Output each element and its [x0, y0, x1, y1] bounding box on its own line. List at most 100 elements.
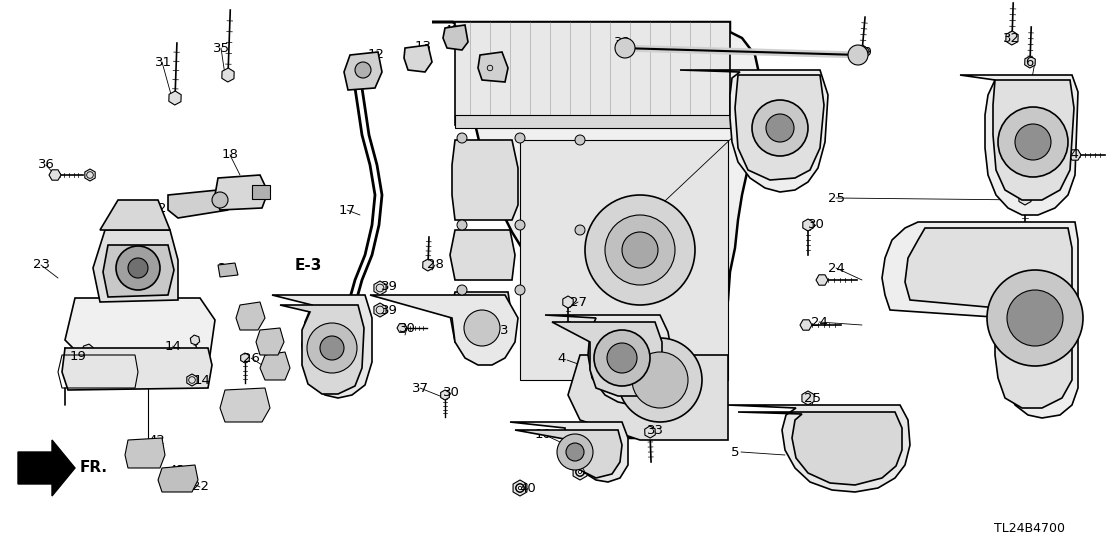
Circle shape — [515, 220, 525, 230]
Polygon shape — [800, 320, 812, 330]
Polygon shape — [240, 353, 249, 363]
Polygon shape — [513, 480, 527, 496]
Polygon shape — [803, 219, 813, 231]
Circle shape — [607, 343, 637, 373]
Polygon shape — [1025, 56, 1035, 68]
Circle shape — [566, 443, 584, 461]
Text: 14: 14 — [194, 373, 211, 387]
Polygon shape — [215, 175, 268, 210]
Polygon shape — [423, 259, 433, 271]
Polygon shape — [563, 296, 573, 308]
Text: 20: 20 — [218, 262, 235, 274]
Text: 2: 2 — [158, 201, 166, 215]
Circle shape — [1015, 124, 1051, 160]
Polygon shape — [552, 322, 661, 396]
Polygon shape — [450, 230, 515, 280]
Text: 30: 30 — [443, 387, 460, 399]
Polygon shape — [441, 390, 450, 400]
Text: 21: 21 — [264, 328, 281, 342]
Text: 25: 25 — [1020, 326, 1037, 338]
Polygon shape — [855, 45, 869, 59]
Polygon shape — [485, 63, 494, 73]
Circle shape — [615, 38, 635, 58]
Polygon shape — [645, 426, 655, 438]
Text: 40: 40 — [582, 466, 598, 478]
Polygon shape — [455, 22, 730, 125]
Polygon shape — [404, 45, 432, 72]
Circle shape — [355, 62, 371, 78]
Circle shape — [516, 484, 524, 492]
Circle shape — [632, 352, 688, 408]
Polygon shape — [18, 440, 75, 496]
Text: 32: 32 — [1003, 32, 1020, 44]
Text: 13: 13 — [416, 40, 432, 54]
Circle shape — [987, 270, 1083, 366]
Polygon shape — [373, 303, 386, 317]
Polygon shape — [568, 355, 728, 440]
Text: 3: 3 — [500, 324, 509, 336]
Text: 26: 26 — [243, 352, 260, 364]
Text: 7: 7 — [144, 274, 152, 286]
Polygon shape — [728, 405, 910, 492]
Text: 4: 4 — [557, 352, 565, 364]
Circle shape — [515, 133, 525, 143]
Polygon shape — [882, 222, 1078, 418]
Polygon shape — [271, 295, 372, 398]
Polygon shape — [168, 91, 182, 105]
Text: 38: 38 — [614, 35, 630, 49]
Circle shape — [575, 135, 585, 145]
Polygon shape — [478, 52, 507, 82]
Circle shape — [998, 107, 1068, 177]
Polygon shape — [125, 438, 165, 468]
Circle shape — [752, 100, 808, 156]
Polygon shape — [1019, 191, 1032, 205]
Text: 8: 8 — [254, 394, 263, 406]
Polygon shape — [573, 464, 587, 480]
Polygon shape — [905, 228, 1073, 408]
Circle shape — [576, 468, 584, 476]
Text: 28: 28 — [427, 258, 444, 272]
Circle shape — [212, 192, 228, 208]
Text: 19: 19 — [70, 349, 86, 363]
Circle shape — [456, 220, 466, 230]
Polygon shape — [158, 465, 198, 492]
Circle shape — [307, 323, 357, 373]
Text: 30: 30 — [808, 218, 824, 232]
Polygon shape — [260, 352, 290, 380]
Text: 11: 11 — [1040, 304, 1057, 316]
Polygon shape — [93, 230, 178, 302]
Circle shape — [515, 285, 525, 295]
Text: 25: 25 — [804, 392, 821, 404]
Text: 6: 6 — [1025, 55, 1034, 69]
Text: 10: 10 — [535, 429, 552, 441]
Text: 15: 15 — [246, 304, 263, 316]
Text: 17: 17 — [339, 204, 356, 217]
Circle shape — [575, 225, 585, 235]
Circle shape — [456, 133, 466, 143]
Text: 39: 39 — [381, 304, 398, 316]
Polygon shape — [187, 374, 197, 386]
Polygon shape — [450, 292, 512, 342]
Text: 43: 43 — [168, 463, 185, 477]
Polygon shape — [343, 52, 382, 90]
Text: 5: 5 — [731, 446, 739, 458]
Polygon shape — [100, 200, 170, 230]
Circle shape — [622, 232, 658, 268]
Polygon shape — [960, 75, 1078, 215]
Polygon shape — [370, 295, 519, 365]
Polygon shape — [738, 412, 902, 485]
Polygon shape — [220, 388, 270, 422]
Circle shape — [464, 310, 500, 346]
Polygon shape — [82, 344, 94, 356]
Text: 9: 9 — [306, 328, 315, 342]
Text: 42: 42 — [148, 434, 165, 446]
Polygon shape — [168, 190, 228, 218]
Polygon shape — [680, 70, 828, 192]
Circle shape — [766, 114, 794, 142]
Circle shape — [557, 434, 593, 470]
Circle shape — [848, 45, 868, 65]
Text: 39: 39 — [381, 279, 398, 293]
Text: 18: 18 — [222, 149, 239, 161]
Polygon shape — [1069, 150, 1081, 160]
Polygon shape — [236, 302, 265, 330]
